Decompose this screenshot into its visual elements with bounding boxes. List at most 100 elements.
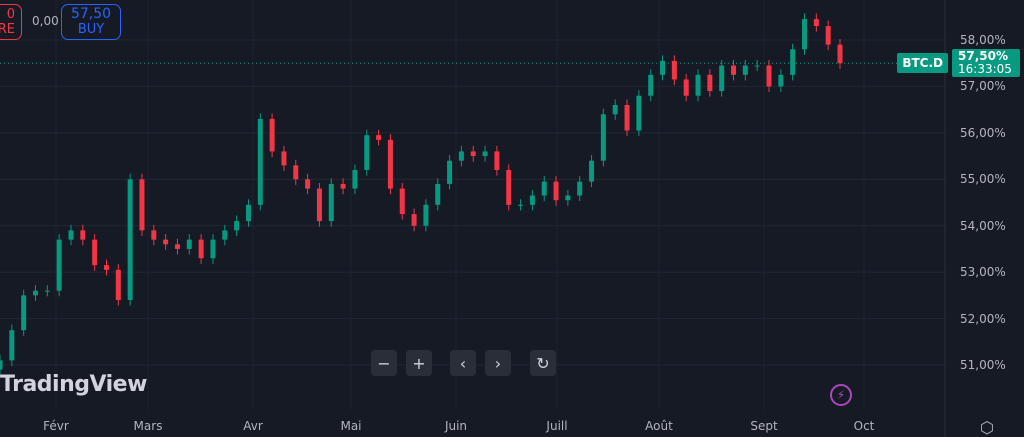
reset-chart-button[interactable]: ↻ [530,350,556,376]
candle-body [198,239,204,259]
bar-countdown: 16:33:05 [958,62,1012,76]
sell-button[interactable]: 0 RE [0,4,22,40]
candle-body [21,295,27,331]
price-tick-label: 58,00% [960,33,1006,47]
candle-body [778,74,784,87]
candle-body [624,105,630,131]
candle-body [411,214,417,226]
chevron-right-icon: › [494,353,502,373]
candle-body [340,183,346,189]
candle-body [589,160,595,182]
candle-body [174,244,180,249]
lightning-icon[interactable]: ⚡ [830,384,852,406]
price-tick-label: 56,00% [960,125,1006,140]
candle-body [671,60,677,80]
symbol-label: BTC.D [897,53,948,73]
scroll-right-button[interactable]: › [485,350,511,376]
price-tick-label: 54,00% [960,218,1006,233]
time-tick-label: Juill [546,419,568,433]
candle-body [257,118,263,205]
candle-body [32,290,38,296]
candle-body [80,230,86,240]
candle-body [447,160,453,184]
candle-body [600,114,606,161]
candle-body [458,151,464,161]
candle-body [754,65,760,67]
candle-body [127,179,133,301]
candle-body [364,135,370,171]
buy-label: BUY [77,22,105,37]
candle-body [139,179,145,231]
candle-body [56,239,62,291]
candle-body [269,118,275,152]
candle-body [577,181,583,196]
sell-price: 0 [6,7,15,22]
price-tick-label: 52,00% [960,311,1006,326]
time-tick-label: Févr [43,419,69,433]
candle-body [92,239,98,266]
time-tick-label: Août [645,419,673,433]
candle-body [636,95,642,131]
candle-body [518,204,524,206]
candle-body [529,195,535,205]
candle-body [802,19,808,50]
spread-value: 0,00 [32,14,59,28]
candle-body [281,151,287,166]
candle-body [612,105,618,115]
sell-label: RE [0,22,15,37]
candle-body [825,26,831,45]
candle-body [0,360,3,370]
candle-body [305,179,311,189]
candle-body [423,204,429,226]
candle-body [719,65,725,92]
candle-body [766,65,772,87]
candle-body [376,135,382,140]
candle-body [103,265,109,270]
candle-body [660,60,666,75]
time-tick-label: Avr [243,419,263,433]
zoom-out-button[interactable]: − [371,350,397,376]
time-tick-label: Mai [340,419,362,433]
price-tick-label: 55,00% [960,172,1006,187]
last-price-label: 57,50% 16:33:05 [952,49,1020,77]
price-tick-label: 57,00% [960,79,1006,94]
candle-body [245,204,251,222]
candle-body [648,74,654,96]
candle-body [731,65,737,75]
buy-price: 57,50 [70,6,112,22]
candle-body [695,74,701,96]
price-tick-label: 53,00% [960,265,1006,280]
candle-body [293,165,299,180]
candle-body [837,44,843,64]
candle-body [387,139,393,189]
candle-body [707,74,713,92]
zoom-in-button[interactable]: + [406,350,432,376]
candle-body [115,269,121,301]
time-tick-label: Sept [750,419,778,433]
time-tick-label: Mars [133,419,163,433]
candle-body [163,239,169,245]
candle-body [151,230,157,240]
candle-body [565,195,571,201]
candle-body [44,290,50,292]
hexagon-settings-icon[interactable]: ⬡ [980,418,994,437]
candle-body [186,239,192,249]
time-tick-label: Oct [853,419,875,433]
scroll-left-button[interactable]: ‹ [450,350,476,376]
candle-body [68,230,74,240]
candle-body [399,188,405,215]
candle-body [506,170,512,205]
tradingview-logo: TradingView [0,372,147,397]
candle-body [352,170,358,189]
candle-body [9,330,15,361]
candle-body [316,188,322,222]
candle-body [553,181,559,201]
candle-body [482,151,488,157]
candle-body [222,230,228,240]
candle-body [541,181,547,196]
last-price: 57,50% [958,49,1008,63]
candle-body [435,183,441,205]
buy-button[interactable]: 57,50 BUY [61,4,121,40]
plus-icon: + [412,353,426,373]
